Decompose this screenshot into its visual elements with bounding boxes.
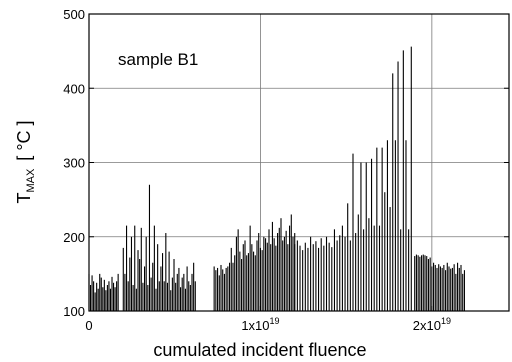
x-tick-label: 2x1019 [413,316,451,333]
x-tick-label: 0 [85,318,92,333]
y-axis-title-main: T [14,193,34,204]
y-axis-title-unit: [ °C ] [14,120,34,160]
x-axis-title: cumulated incident fluence [153,340,366,360]
y-axis-title-subscript: MAX [25,168,37,193]
x-tick-label: 1x1019 [241,316,279,333]
y-axis-title: TMAX [ °C ] [14,120,37,203]
grid [89,14,509,311]
ticks [88,13,509,312]
y-tick-label: 500 [63,7,85,22]
sample-annotation: sample B1 [118,50,198,69]
y-tick-label: 100 [63,304,85,319]
bars [88,46,465,311]
y-tick-label: 200 [63,230,85,245]
tick-labels: 100 200 300 400 500 0 1x1019 2x1019 [63,7,451,333]
y-tick-label: 400 [63,81,85,96]
y-tick-label: 300 [63,156,85,171]
